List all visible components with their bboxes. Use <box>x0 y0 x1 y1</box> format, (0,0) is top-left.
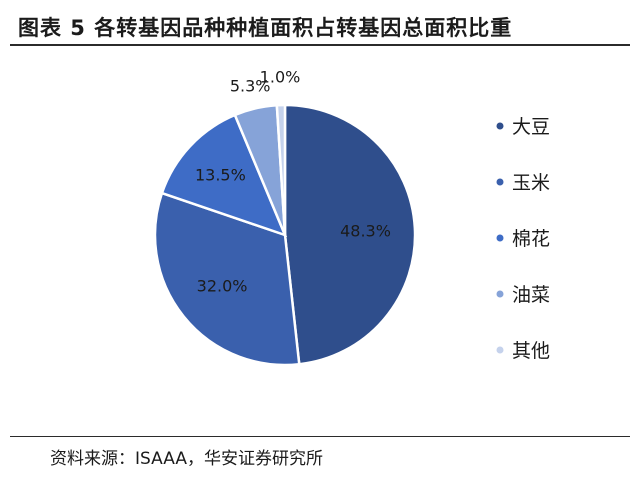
pie-slice-2 <box>153 191 301 367</box>
chart-title: 图表 5 各转基因品种种植面积占转基因总面积比重 <box>18 16 513 40</box>
slice-label-5: 1.0% <box>260 68 301 87</box>
legend-marker-3 <box>496 234 504 242</box>
legend-marker-2 <box>496 178 504 186</box>
legend-label-2: 玉米 <box>512 172 550 194</box>
legend-label-5: 其他 <box>512 340 550 362</box>
pie-slice-1 <box>283 103 417 366</box>
source-note: 资料来源：ISAAA，华安证券研究所 <box>50 449 323 469</box>
slice-label-2: 32.0% <box>197 277 248 296</box>
pie-slice-5 <box>275 103 287 236</box>
slice-label-3: 13.5% <box>195 166 246 185</box>
slice-label-1: 48.3% <box>340 222 391 241</box>
legend-marker-1 <box>496 122 504 130</box>
slice-label-4: 5.3% <box>230 77 271 96</box>
legend-label-4: 油菜 <box>512 284 550 306</box>
title-rule <box>10 44 630 46</box>
footer-rule <box>10 436 630 437</box>
legend-label-3: 棉花 <box>512 228 550 250</box>
legend-marker-5 <box>496 346 504 354</box>
legend-marker-4 <box>496 290 504 298</box>
legend-label-1: 大豆 <box>512 116 550 138</box>
pie-slice-3 <box>160 113 288 238</box>
